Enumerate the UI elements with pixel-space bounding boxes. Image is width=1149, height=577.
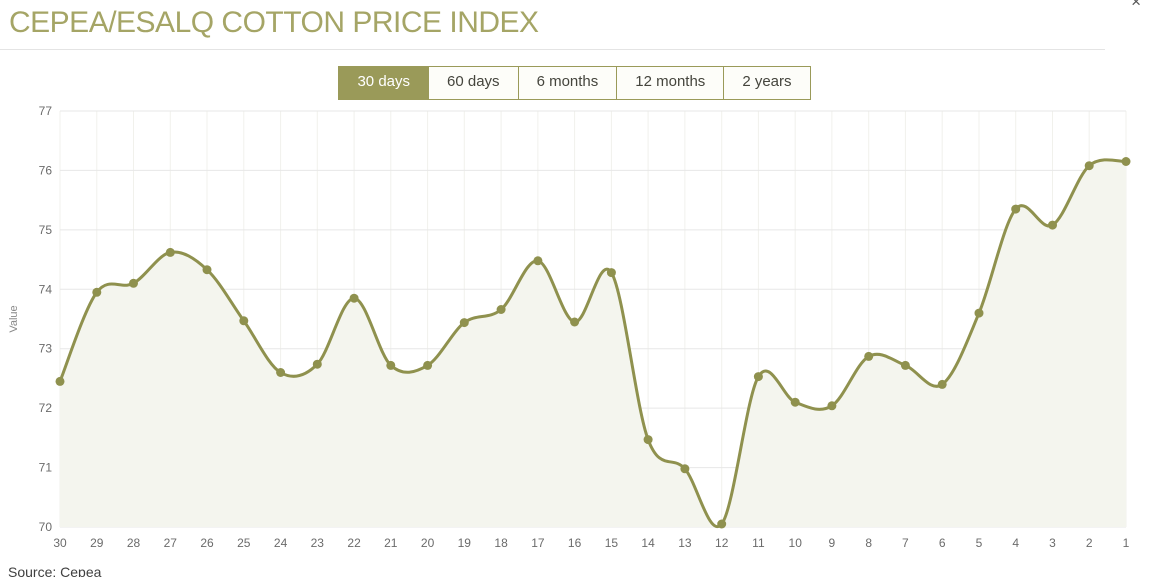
period-button-30-days[interactable]: 30 days xyxy=(338,66,430,100)
period-button-12-months[interactable]: 12 months xyxy=(616,66,725,100)
data-point-day-26[interactable] xyxy=(202,264,212,274)
x-tick-label: 21 xyxy=(384,536,398,550)
x-tick-label: 17 xyxy=(531,536,545,550)
data-point-day-18[interactable] xyxy=(496,304,506,314)
data-point-day-11[interactable] xyxy=(753,371,763,381)
y-tick-label: 72 xyxy=(39,401,53,415)
period-button-2-years[interactable]: 2 years xyxy=(723,66,811,100)
x-tick-label: 20 xyxy=(421,536,435,550)
x-tick-label: 28 xyxy=(127,536,141,550)
x-tick-label: 19 xyxy=(458,536,472,550)
data-point-day-23[interactable] xyxy=(312,359,322,369)
data-point-day-13[interactable] xyxy=(680,464,690,474)
data-point-day-15[interactable] xyxy=(606,267,616,277)
x-tick-label: 25 xyxy=(237,536,251,550)
x-tick-label: 18 xyxy=(494,536,508,550)
x-tick-label: 5 xyxy=(976,536,983,550)
data-point-day-20[interactable] xyxy=(423,360,433,370)
data-point-day-24[interactable] xyxy=(276,367,286,377)
data-point-day-19[interactable] xyxy=(459,317,469,327)
data-point-day-4[interactable] xyxy=(1011,204,1021,214)
data-point-day-29[interactable] xyxy=(92,287,102,297)
x-tick-label: 27 xyxy=(164,536,178,550)
x-tick-label: 13 xyxy=(678,536,692,550)
y-axis-title: Value xyxy=(8,305,20,332)
source-label: Source: Cepea xyxy=(8,563,102,577)
header: CEPEA/ESALQ COTTON PRICE INDEX × xyxy=(0,0,1149,49)
x-tick-label: 6 xyxy=(939,536,946,550)
close-icon[interactable]: × xyxy=(1131,0,1141,11)
y-tick-label: 77 xyxy=(39,104,53,118)
x-tick-label: 14 xyxy=(641,536,655,550)
x-tick-label: 3 xyxy=(1049,536,1056,550)
data-point-day-28[interactable] xyxy=(129,278,138,288)
data-point-day-25[interactable] xyxy=(239,316,249,326)
y-axis-labels: 70 71 72 73 74 75 76 77 xyxy=(39,104,53,534)
x-tick-label: 24 xyxy=(274,536,288,550)
y-tick-label: 73 xyxy=(39,341,53,355)
price-chart: 70 71 72 73 74 75 76 77 30 29 28 27 26 25 24 23 22 21 20 19… xyxy=(0,103,1149,560)
data-point-day-5[interactable] xyxy=(974,308,984,318)
x-tick-label: 4 xyxy=(1012,536,1019,550)
series-markers xyxy=(55,156,1131,529)
data-point-day-6[interactable] xyxy=(937,379,947,389)
page-title: CEPEA/ESALQ COTTON PRICE INDEX xyxy=(9,6,539,39)
y-tick-label: 76 xyxy=(39,163,53,177)
data-point-day-2[interactable] xyxy=(1084,160,1094,170)
data-point-day-10[interactable] xyxy=(790,397,800,407)
y-tick-label: 70 xyxy=(39,520,53,534)
x-tick-label: 30 xyxy=(53,536,67,550)
data-point-day-9[interactable] xyxy=(827,401,837,411)
x-axis-labels: 30 29 28 27 26 25 24 23 22 21 20 19 18 17 16 15 14 13 12 11… xyxy=(53,536,1129,550)
data-point-day-12[interactable] xyxy=(717,519,727,529)
x-tick-label: 12 xyxy=(715,536,729,550)
y-tick-label: 71 xyxy=(39,460,53,474)
x-tick-label: 11 xyxy=(752,536,765,550)
data-point-day-16[interactable] xyxy=(570,317,580,327)
y-tick-label: 74 xyxy=(39,282,53,296)
x-tick-label: 26 xyxy=(200,536,214,550)
data-point-day-30[interactable] xyxy=(55,376,65,386)
header-divider xyxy=(0,49,1105,50)
x-tick-label: 2 xyxy=(1086,536,1093,550)
data-point-day-21[interactable] xyxy=(386,360,396,370)
x-tick-label: 1 xyxy=(1123,536,1130,550)
x-tick-label: 9 xyxy=(829,536,836,550)
x-tick-label: 22 xyxy=(347,536,361,550)
x-tick-label: 7 xyxy=(902,536,909,550)
data-point-day-3[interactable] xyxy=(1048,220,1057,230)
data-point-day-14[interactable] xyxy=(643,434,653,444)
x-tick-label: 15 xyxy=(605,536,619,550)
data-point-day-17[interactable] xyxy=(533,256,543,266)
y-tick-label: 75 xyxy=(39,223,53,237)
data-point-day-8[interactable] xyxy=(864,351,874,361)
x-tick-label: 10 xyxy=(789,536,803,550)
x-tick-label: 29 xyxy=(90,536,104,550)
period-button-60-days[interactable]: 60 days xyxy=(428,66,519,100)
period-button-6-months[interactable]: 6 months xyxy=(517,66,618,100)
data-point-day-1[interactable] xyxy=(1121,156,1131,166)
series-area xyxy=(60,159,1126,527)
x-tick-label: 23 xyxy=(311,536,325,550)
x-tick-label: 8 xyxy=(865,536,872,550)
x-tick-label: 16 xyxy=(568,536,582,550)
data-point-day-7[interactable] xyxy=(900,360,910,370)
period-button-group: 30 days 60 days 6 months 12 months 2 yea… xyxy=(0,66,1149,100)
data-point-day-27[interactable] xyxy=(165,247,175,257)
data-point-day-22[interactable] xyxy=(349,293,359,303)
